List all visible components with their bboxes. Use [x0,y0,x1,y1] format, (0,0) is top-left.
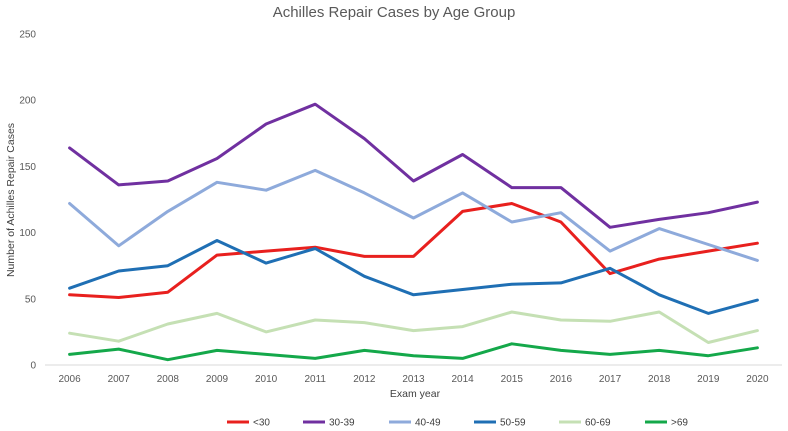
x-tick-label: 2020 [746,374,769,385]
x-tick-label: 2008 [157,374,180,385]
legend-label: 50-59 [500,418,526,429]
x-tick-label: 2019 [697,374,720,385]
series-group [68,102,759,362]
x-tick-label: 2014 [452,374,475,385]
x-tick-label: 2015 [501,374,524,385]
x-tick-label: 2016 [550,374,573,385]
x-ticks: 2006 2007 2008 2009 2010 2011 2012 2013 2014 2015… [58,374,769,385]
x-tick-label: 2012 [353,374,376,385]
y-ticks: 0 50 100 150 200 250 [19,30,36,372]
y-tick-label: 150 [19,162,36,173]
y-tick-label: 0 [30,361,36,372]
chart-title: Achilles Repair Cases by Age Group [273,4,516,21]
legend-label: 60-69 [585,418,611,429]
x-tick-label: 2009 [206,374,229,385]
legend-label: <30 [253,418,270,429]
y-tick-label: 100 [19,228,36,239]
series-line [68,342,759,362]
legend: <30 30-39 40-49 50-59 60-69 >69 [227,418,688,429]
series-line [68,202,759,299]
x-tick-label: 2007 [108,374,131,385]
y-tick-label: 200 [19,96,36,107]
x-tick-label: 2018 [648,374,671,385]
x-axis-label: Exam year [390,388,441,400]
x-tick-label: 2006 [58,374,81,385]
x-tick-label: 2011 [304,374,326,385]
legend-label: >69 [671,418,688,429]
series-line [68,239,759,315]
x-tick-label: 2013 [402,374,425,385]
y-tick-label: 250 [19,30,36,41]
y-axis-label: Number of Achilles Repair Cases [5,123,17,277]
legend-label: 30-39 [329,418,355,429]
y-tick-label: 50 [25,294,37,305]
x-tick-label: 2017 [599,374,622,385]
series-line [68,310,759,344]
series-line [68,168,759,262]
legend-label: 40-49 [415,418,441,429]
series-line [68,102,759,229]
x-tick-label: 2010 [255,374,278,385]
